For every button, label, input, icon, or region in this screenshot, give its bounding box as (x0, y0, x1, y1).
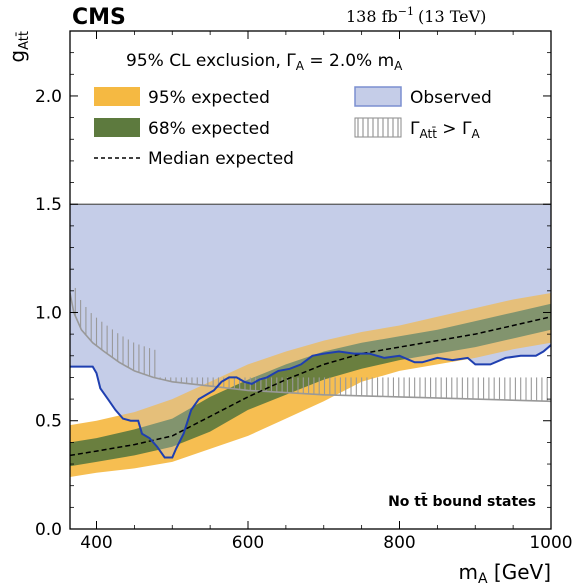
x-tick-label: 600 (232, 533, 264, 553)
observed-overlay (70, 204, 551, 458)
y-tick-label: 0.0 (35, 520, 62, 540)
legend-swatch-observed (354, 86, 402, 107)
y-tick-label: 1.0 (35, 303, 62, 323)
bound-states-note: No tt̄ bound states (388, 491, 536, 510)
x-tick-label: 800 (383, 533, 415, 553)
legend-label-68-expected: 68% expected (148, 119, 270, 139)
y-axis-label: gAtt̄ (5, 31, 32, 63)
x-tick-label: 400 (80, 533, 112, 553)
legend-title: 95% CL exclusion, ΓA = 2.0% mA (126, 51, 403, 73)
width-limit-line (70, 292, 551, 403)
legend-label-median: Median expected (148, 149, 294, 169)
y-tick-label: 0.5 (35, 412, 62, 432)
experiment-label: CMS (72, 5, 126, 30)
x-axis-label: mA [GeV] (458, 560, 551, 584)
plot-frame (69, 30, 552, 530)
observed-line (70, 344, 551, 459)
legend-label-95-expected: 95% expected (148, 88, 270, 108)
legend: 95% CL exclusion, ΓA = 2.0% mA 95% expec… (94, 51, 492, 169)
y-tick-label: 1.5 (35, 195, 62, 215)
median-expected-line (70, 316, 551, 457)
legend-swatch-68-expected (94, 118, 140, 137)
legend-label-observed: Observed (410, 88, 492, 108)
legend-swatch-width-limit (354, 117, 402, 138)
y-tick-label: 2.0 (35, 87, 62, 107)
legend-label-width-limit: ΓAtt̄ > ΓA (410, 119, 480, 141)
band-68-expected (70, 303, 551, 467)
legend-swatch-95-expected (94, 87, 140, 106)
x-tick-label: 1000 (529, 533, 572, 553)
luminosity-label: 138 fb−1 (13 TeV) (346, 5, 486, 26)
